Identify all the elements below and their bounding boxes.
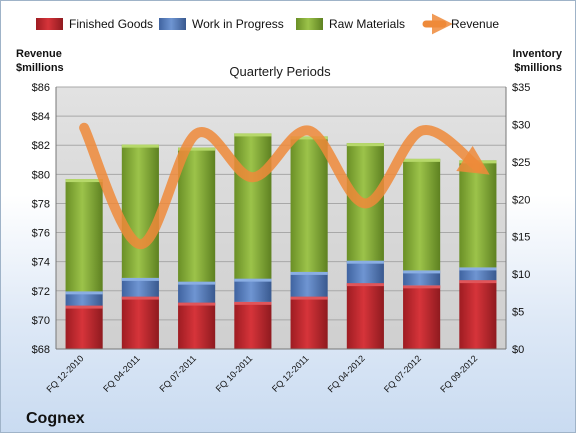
bar-top-finished-goods	[178, 302, 216, 306]
left-tick-label: $76	[32, 228, 50, 240]
right-tick-label: $0	[512, 344, 524, 356]
bar-top-finished-goods	[459, 280, 497, 284]
bar-top-work-in-progress	[459, 267, 497, 271]
bar-raw-materials	[290, 136, 328, 272]
right-tick-label: $20	[512, 194, 530, 206]
bar-finished-goods	[65, 305, 103, 349]
left-axis-label-line1: Revenue	[16, 48, 62, 60]
bar-top-work-in-progress	[121, 277, 159, 281]
left-tick-label: $72	[32, 286, 50, 298]
right-tick-label: $35	[512, 82, 530, 94]
bar-top-raw-materials	[178, 147, 216, 151]
bar-top-finished-goods	[403, 285, 441, 289]
bar-finished-goods	[459, 280, 497, 349]
right-tick-label: $25	[512, 157, 530, 169]
left-tick-label: $84	[32, 111, 50, 123]
left-tick-label: $80	[32, 169, 50, 181]
left-axis-label-line2: $millions	[16, 62, 64, 74]
bar-top-work-in-progress	[234, 278, 272, 282]
x-tick-label: FQ 10-2011	[214, 353, 255, 394]
bar-top-finished-goods	[121, 296, 159, 300]
legend-swatch-finished-goods	[36, 18, 63, 30]
x-tick-label: FQ 07-2012	[382, 353, 423, 394]
left-tick-label: $68	[32, 344, 50, 356]
x-tick-label: FQ 07-2011	[157, 353, 198, 394]
company-name: Cognex	[26, 410, 85, 427]
bar-finished-goods	[290, 296, 328, 349]
bar-top-raw-materials	[234, 133, 272, 137]
bar-work-in-progress	[178, 281, 216, 303]
right-tick-label: $10	[512, 269, 530, 281]
left-tick-label: $78	[32, 198, 50, 210]
x-tick-label: FQ 12-2010	[45, 353, 86, 394]
bar-raw-materials	[65, 179, 103, 292]
bar-raw-materials	[121, 144, 159, 278]
bar-top-finished-goods	[346, 283, 384, 287]
legend-label-finished-goods: Finished Goods	[69, 17, 153, 31]
bar-top-work-in-progress	[290, 271, 328, 275]
x-tick-label: FQ 09-2012	[438, 353, 479, 394]
left-tick-label: $70	[32, 315, 50, 327]
legend-label-revenue: Revenue	[451, 17, 499, 31]
bar-raw-materials	[403, 158, 441, 271]
bar-raw-materials	[234, 133, 272, 279]
bar-finished-goods	[403, 285, 441, 349]
bar-work-in-progress	[290, 271, 328, 297]
bar-top-raw-materials	[121, 144, 159, 148]
bar-finished-goods	[234, 301, 272, 349]
bar-top-work-in-progress	[65, 291, 103, 295]
bar-top-raw-materials	[65, 179, 103, 183]
legend-label-work-in-progress: Work in Progress	[192, 17, 284, 31]
bar-work-in-progress	[459, 267, 497, 281]
right-axis-label-line2: $millions	[514, 62, 562, 74]
legend: Finished Goods Work in Progress Raw Materi…	[36, 13, 499, 35]
bar-work-in-progress	[65, 291, 103, 306]
bar-top-work-in-progress	[403, 270, 441, 274]
x-tick-label: FQ 04-2012	[326, 353, 367, 394]
x-tick-label: FQ 12-2011	[270, 353, 311, 394]
legend-label-raw-materials: Raw Materials	[329, 17, 405, 31]
x-tick-label: FQ 04-2011	[101, 353, 142, 394]
left-tick-label: $86	[32, 82, 50, 94]
bar-top-finished-goods	[65, 305, 103, 309]
right-axis-label-line1: Inventory	[512, 48, 562, 60]
legend-swatch-raw-materials	[296, 18, 323, 30]
bar-work-in-progress	[346, 260, 384, 284]
right-tick-label: $30	[512, 119, 530, 131]
bar-work-in-progress	[121, 277, 159, 297]
bar-finished-goods	[121, 296, 159, 349]
bar-raw-materials	[178, 147, 216, 282]
bar-work-in-progress	[234, 278, 272, 302]
right-tick-label: $5	[512, 307, 524, 319]
bar-top-finished-goods	[290, 296, 328, 300]
bar-top-raw-materials	[290, 136, 328, 140]
revenue-line-group	[79, 122, 490, 250]
bar-top-raw-materials	[403, 158, 441, 162]
legend-swatch-work-in-progress	[159, 18, 186, 30]
bar-top-raw-materials	[346, 143, 384, 147]
bar-raw-materials	[459, 160, 497, 268]
bar-top-work-in-progress	[178, 281, 216, 285]
bar-top-work-in-progress	[346, 260, 384, 264]
left-tick-label: $74	[32, 257, 50, 269]
left-tick-label: $82	[32, 140, 50, 152]
revenue-line	[79, 122, 490, 250]
bar-work-in-progress	[403, 270, 441, 286]
bars-group	[65, 133, 497, 349]
bar-finished-goods	[178, 302, 216, 349]
bar-top-finished-goods	[234, 301, 272, 305]
right-tick-label: $15	[512, 232, 530, 244]
bar-finished-goods	[346, 283, 384, 349]
chart-subtitle: Quarterly Periods	[229, 64, 331, 79]
